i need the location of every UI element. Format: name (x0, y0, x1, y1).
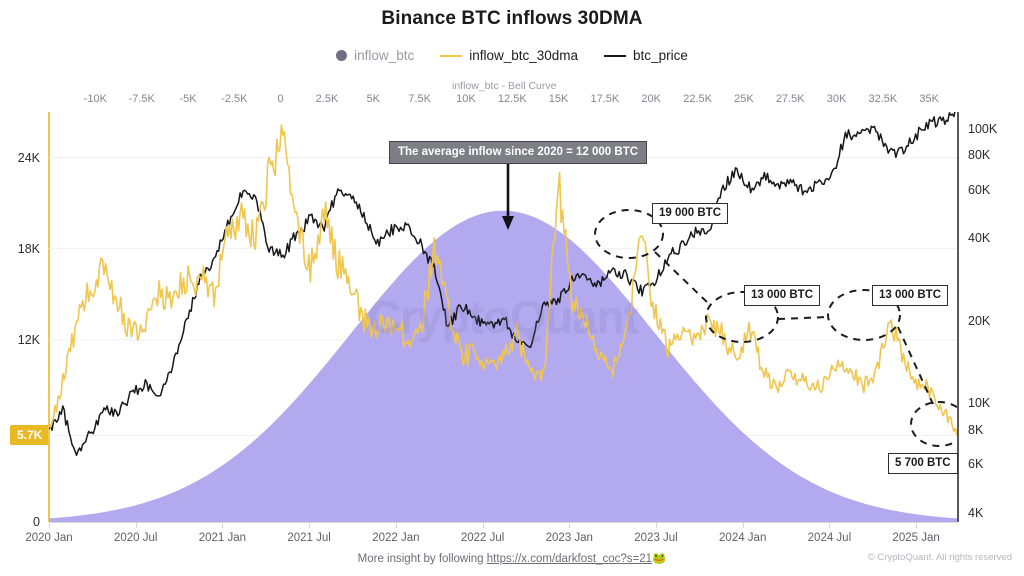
legend-label: inflow_btc (354, 48, 415, 63)
legend-item-inflow-btc-30dma[interactable]: inflow_btc_30dma (440, 48, 578, 63)
legend-item-inflow-btc[interactable]: inflow_btc (336, 48, 414, 63)
legend-dot-icon (336, 50, 348, 61)
top-axis-tick: 7.5K (408, 93, 431, 105)
top-axis-tick: 2.5K (315, 93, 339, 105)
legend-line-icon (604, 54, 627, 57)
left-axis-tick: 0 (33, 515, 40, 529)
top-axis-tick: 32.5K (868, 93, 898, 105)
right-axis-tick: 20K (968, 313, 991, 328)
bottom-axis-tickmark (656, 522, 657, 528)
footer-link[interactable]: https://x.com/darkfost_coc?s=21 (486, 553, 653, 565)
right-axis-tick: 40K (968, 231, 991, 245)
bottom-axis-tickmark (742, 522, 744, 528)
bottom-axis-tickmark (482, 522, 484, 528)
bottom-axis-tick: 2022 Jan (372, 532, 420, 544)
bottom-axis-tick: 2020 Jan (25, 532, 73, 544)
left-axis-highlight-tick: 5.7K (10, 425, 50, 446)
legend-label: btc_price (633, 48, 688, 63)
legend-label: inflow_btc_30dma (469, 48, 579, 63)
top-axis-tick: 25K (734, 93, 754, 105)
chart-plot-area[interactable]: CryptoQuant (48, 108, 968, 523)
bottom-axis-tick: 2023 Jul (634, 532, 678, 544)
top-axis-title: inflow_btc - Bell Curve (452, 80, 557, 92)
right-axis-tick: 100K (968, 121, 998, 136)
left-axis-tick: 18K (17, 241, 40, 256)
top-axis-tick: -2.5K (221, 93, 248, 105)
inflow-peak-13k-b: 13 000 BTC (872, 285, 949, 306)
copyright-notice: © CryptoQuant. All rights reserved (867, 552, 1012, 563)
bottom-axis-tick: 2021 Jul (287, 532, 331, 544)
inflow-current-5700: 5 700 BTC (888, 453, 958, 474)
left-axis-spine (48, 112, 50, 522)
bottom-axis-tick: 2022 Jul (460, 532, 505, 544)
bottom-axis-tick: 2024 Jan (719, 532, 767, 544)
bottom-axis-tickmark (395, 522, 397, 528)
top-axis-tick: 30K (826, 93, 847, 105)
bottom-axis-tickmark (309, 522, 311, 528)
right-axis-tick: 10K (968, 396, 991, 411)
top-axis-tick: 20K (641, 93, 661, 105)
bottom-axis-tickmark (829, 522, 831, 528)
legend-line-icon (440, 54, 463, 57)
right-axis-tick: 60K (968, 182, 991, 197)
left-axis-tick: 24K (17, 150, 40, 165)
bottom-axis-tick: 2021 Jan (198, 532, 247, 544)
top-axis-tick: 0 (277, 93, 284, 105)
bottom-axis-tickmark (222, 522, 224, 528)
right-axis-tick: 8K (968, 423, 984, 437)
footer-note: More insight by following https://x.com/… (0, 551, 1024, 565)
bottom-axis-tickmark (569, 522, 571, 528)
top-axis-tick: -5K (179, 93, 197, 105)
inflow-peak-19k: 19 000 BTC (652, 203, 729, 224)
top-axis-tick: 12.5K (497, 93, 527, 105)
footer-note-prefix: More insight by following (357, 553, 487, 565)
bottom-axis-tick: 2025 Jan (892, 532, 940, 544)
top-axis-tick: 27.5K (775, 93, 805, 105)
bottom-axis-tickmark (135, 522, 137, 528)
top-axis-tick: 10K (456, 93, 476, 105)
average-inflow-callout: The average inflow since 2020 = 12 000 B… (389, 141, 648, 164)
right-axis-tick: 4K (968, 505, 984, 520)
bottom-axis-spine (49, 522, 957, 523)
top-axis-tick: -10K (83, 93, 107, 105)
bottom-axis-tick: 2023 Jan (545, 532, 593, 544)
top-axis-tick: 5K (366, 93, 381, 105)
left-axis-tick: 12K (17, 332, 40, 347)
right-axis-tick: 6K (968, 457, 984, 472)
bottom-axis-tick: 2024 Jul (807, 532, 852, 544)
bottom-axis-tickmark (49, 522, 50, 528)
chart-legend: inflow_btc inflow_btc_30dma btc_price (0, 48, 1024, 63)
page-title: Binance BTC inflows 30DMA (381, 8, 643, 29)
right-axis-spine (957, 112, 959, 522)
bottom-axis-tickmark (916, 522, 918, 528)
right-axis-tick: 80K (968, 148, 991, 163)
top-axis-tick: -7.5K (128, 93, 155, 105)
bottom-axis-tick: 2020 Jul (113, 532, 158, 544)
legend-item-btc-price[interactable]: btc_price (604, 48, 688, 63)
top-axis-tick: 17.5K (590, 93, 620, 105)
inflow-peak-13k-a: 13 000 BTC (744, 285, 821, 306)
frog-icon: 🐸 (652, 553, 667, 565)
chart-svg (48, 108, 968, 523)
top-axis-tick: 35K (919, 93, 939, 105)
top-axis-tick: 22.5K (683, 93, 712, 105)
top-axis-tick: 15K (548, 93, 569, 105)
